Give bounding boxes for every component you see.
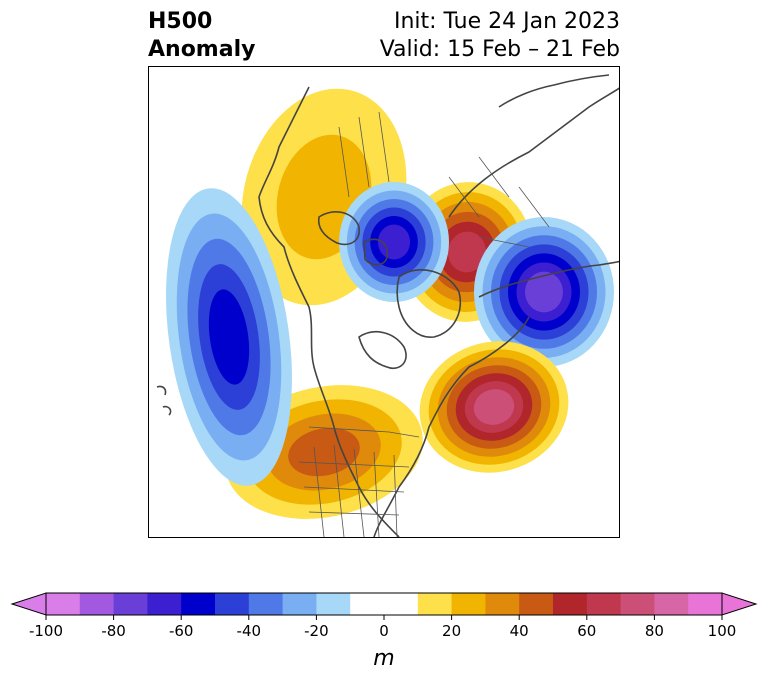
anomaly-contours xyxy=(166,88,614,519)
colorbar-bin xyxy=(46,593,81,615)
anomaly-north-pacific-trough xyxy=(166,188,292,486)
political-borders xyxy=(298,111,550,537)
title-left: H500 Anomaly xyxy=(148,8,255,64)
colorbar-bin xyxy=(384,593,419,615)
title-variable: H500 xyxy=(148,9,213,34)
colorbar-bins xyxy=(10,592,758,616)
colorbar-tick-label: -20 xyxy=(304,622,329,640)
anomaly-contour-level xyxy=(525,271,563,313)
colorbar-bin xyxy=(248,593,284,615)
anomaly-contour-level xyxy=(377,224,411,260)
anomaly-contour-level xyxy=(447,231,487,273)
colorbar-bin xyxy=(688,593,723,615)
colorbar-tick-label: -60 xyxy=(169,622,194,640)
colorbar-bin xyxy=(417,593,453,615)
colorbar-bin xyxy=(147,593,182,615)
colorbar-extend-max xyxy=(721,592,758,616)
title-field: Anomaly xyxy=(148,37,256,62)
colorbar-tick-label: -40 xyxy=(237,622,262,640)
colorbar-bin xyxy=(113,593,148,615)
colorbar-tick-label: -100 xyxy=(29,622,63,640)
colorbar-bin xyxy=(350,593,385,615)
title-init-date: Init: Tue 24 Jan 2023 xyxy=(393,9,620,34)
colorbar: -100 -80 -60 -40 -20 0 20 40 60 80 100 xyxy=(10,592,758,640)
colorbar-bin xyxy=(586,593,622,615)
title-right: Init: Tue 24 Jan 2023 Valid: 15 Feb – 21… xyxy=(380,8,620,64)
colorbar-bin xyxy=(181,593,216,615)
colorbar-bin xyxy=(654,593,689,615)
colorbar-bin xyxy=(519,593,554,615)
anomaly-north-atlantic-ridge xyxy=(419,341,569,473)
colorbar-tick-label: 60 xyxy=(577,622,596,640)
anomaly-map xyxy=(148,66,620,538)
colorbar-tick-label: -80 xyxy=(101,622,126,640)
colorbar-bin xyxy=(485,593,520,615)
colorbar-bin xyxy=(282,593,317,615)
anomaly-canadian-arctic-trough xyxy=(339,182,449,302)
anomaly-eurasia-trough xyxy=(474,217,614,367)
colorbar-tick-label: 40 xyxy=(510,622,529,640)
anomaly-contour-level xyxy=(208,289,250,385)
colorbar-bin xyxy=(316,593,351,615)
colorbar-bin xyxy=(620,593,655,615)
colorbar-tick-label: 80 xyxy=(645,622,664,640)
colorbar-unit: m xyxy=(373,646,395,671)
colorbar-extend-min xyxy=(10,592,47,616)
colorbar-bin xyxy=(215,593,250,615)
colorbar-tick-label: 20 xyxy=(442,622,461,640)
colorbar-bin xyxy=(79,593,115,615)
anomaly-contour-level xyxy=(473,389,515,425)
colorbar-bin xyxy=(553,593,588,615)
colorbar-ticks: -100 -80 -60 -40 -20 0 20 40 60 80 100 xyxy=(29,615,736,640)
anomaly-map-canvas xyxy=(156,74,619,537)
colorbar-bin xyxy=(451,593,486,615)
colorbar-tick-label: 100 xyxy=(708,622,737,640)
title-valid-range: Valid: 15 Feb – 21 Feb xyxy=(379,37,620,62)
colorbar-tick-label: 0 xyxy=(379,622,389,640)
coastlines xyxy=(156,74,619,537)
